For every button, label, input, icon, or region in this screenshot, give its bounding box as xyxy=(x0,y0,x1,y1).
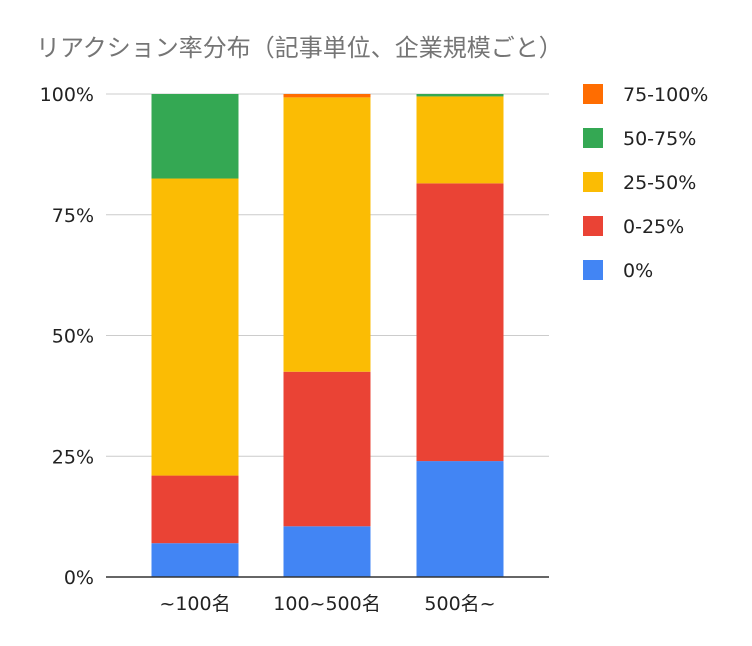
chart-title: リアクション率分布（記事単位、企業規模ごと） xyxy=(36,34,563,62)
legend-swatch xyxy=(583,128,603,148)
y-tick-label: 100% xyxy=(40,84,94,106)
legend-label: 50-75% xyxy=(623,128,696,150)
y-tick-label: 25% xyxy=(52,446,94,468)
bar-segment xyxy=(283,97,371,372)
bar-segment xyxy=(151,94,239,179)
y-tick-label: 50% xyxy=(52,326,94,348)
legend-label: 0-25% xyxy=(623,216,684,238)
bar-segment xyxy=(151,475,239,544)
legend-swatch xyxy=(583,84,603,104)
bar-segment xyxy=(151,543,239,577)
legend-label: 25-50% xyxy=(623,172,696,194)
axis-layer: 0% 25% 50% 75% 100% ~100名 100~500名 500名~ xyxy=(40,84,549,615)
bar-segment xyxy=(283,94,371,98)
legend-swatch xyxy=(583,216,603,236)
legend-label: 0% xyxy=(623,260,653,282)
bars-layer xyxy=(151,94,504,577)
bar-segment xyxy=(151,178,239,476)
legend-swatch xyxy=(583,260,603,280)
y-tick-label: 75% xyxy=(52,205,94,227)
bar-segment xyxy=(416,461,504,577)
x-tick-label: 500名~ xyxy=(424,593,495,615)
bar-segment xyxy=(416,94,504,97)
legend-label: 75-100% xyxy=(623,84,708,106)
bar-segment xyxy=(416,183,504,462)
y-tick-label: 0% xyxy=(64,567,94,589)
x-tick-label: 100~500名 xyxy=(273,593,380,615)
legend: 75-100% 50-75% 25-50% 0-25% 0% xyxy=(583,84,708,282)
bar-segment xyxy=(283,526,371,577)
x-tick-label: ~100名 xyxy=(159,593,230,615)
bar-segment xyxy=(283,371,371,527)
legend-swatch xyxy=(583,172,603,192)
bar-segment xyxy=(416,96,504,184)
